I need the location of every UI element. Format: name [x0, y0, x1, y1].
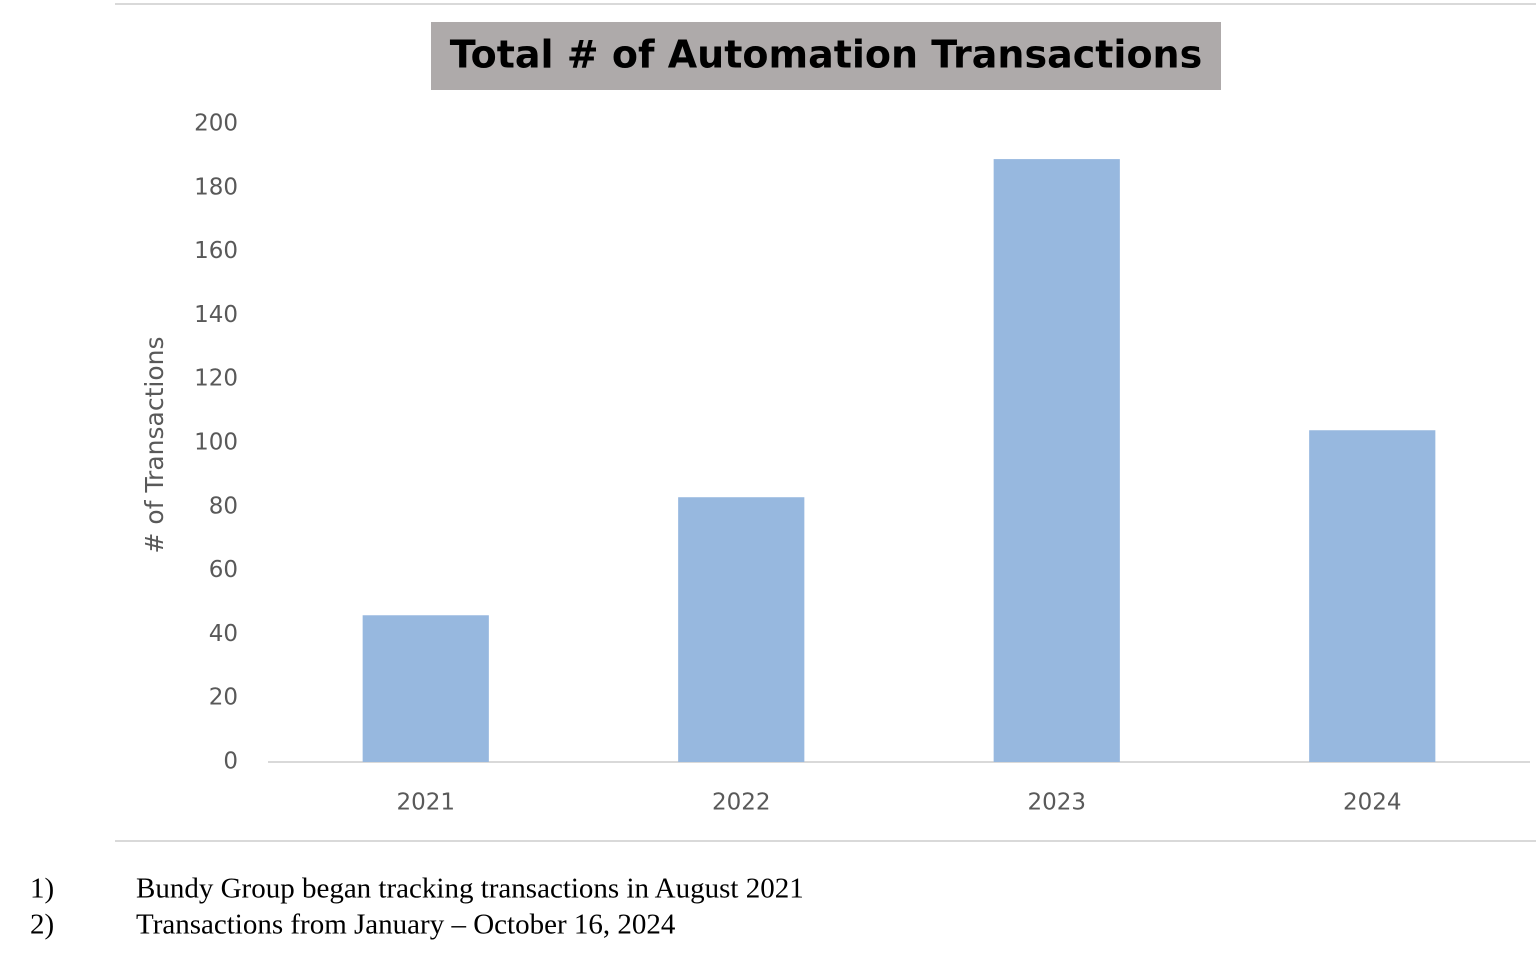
note-marker: 2) [30, 909, 54, 941]
x-tick-label: 2023 [1027, 790, 1086, 816]
y-tick-label: 60 [209, 557, 238, 583]
y-tick-label: 200 [194, 111, 238, 137]
y-tick-label: 100 [194, 430, 238, 456]
chart-title: Total # of Automation Transactions [450, 33, 1202, 77]
bar [678, 497, 805, 762]
note-marker: 1) [30, 873, 54, 905]
x-tick-label: 2024 [1343, 790, 1402, 816]
title-box [431, 22, 1221, 90]
y-axis-label: # of Transactions [140, 337, 169, 554]
y-tick-label: 160 [194, 238, 238, 264]
bar [362, 615, 489, 762]
y-tick-label: 140 [194, 302, 238, 328]
y-tick-label: 40 [209, 621, 238, 647]
y-tick-label: 0 [223, 749, 238, 775]
x-tick-label: 2021 [396, 790, 455, 816]
y-tick-label: 20 [209, 685, 238, 711]
bar [993, 159, 1120, 763]
y-tick-label: 180 [194, 174, 238, 200]
y-tick-label: 80 [209, 493, 238, 519]
bar [1309, 430, 1436, 762]
x-tick-label: 2022 [712, 790, 771, 816]
note-text: Transactions from January – October 16, … [136, 909, 676, 941]
note-text: Bundy Group began tracking transactions … [136, 873, 804, 905]
y-tick-label: 120 [194, 366, 238, 392]
